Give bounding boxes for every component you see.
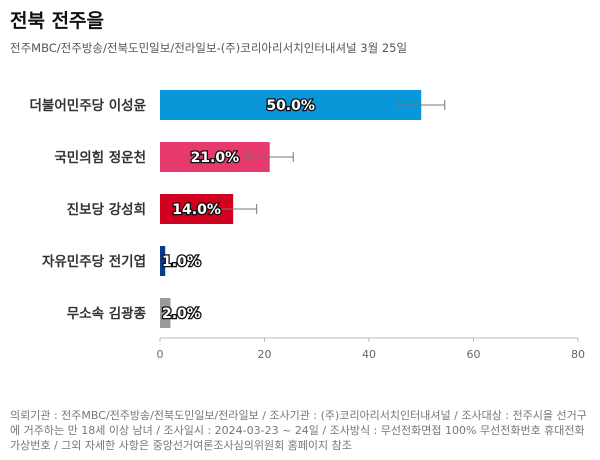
bar-0 — [160, 90, 422, 120]
bar-4 — [160, 298, 171, 328]
survey-footnote: 의뢰기관 : 전주MBC/전주방송/전북도민일보/전라일보 / 조사기관 : (… — [10, 409, 587, 452]
category-label-3: 자유민주당 전기엽 — [42, 253, 146, 270]
value-label-2: 14.0% — [172, 202, 221, 218]
category-label-1: 국민의힘 정운천 — [54, 149, 146, 166]
value-label-0: 50.0% — [266, 98, 315, 114]
chart-title: 전북 전주을 — [10, 10, 105, 32]
x-tick-label-1: 20 — [258, 348, 272, 361]
category-label-2: 진보당 강성희 — [67, 201, 146, 218]
value-label-1: 21.0% — [191, 150, 240, 166]
category-label-0: 더불어민주당 이성윤 — [30, 97, 146, 114]
value-label-3: 1.0% — [162, 254, 201, 270]
chart-subtitle: 전주MBC/전주방송/전북도민일보/전라일보-(주)코리아리서치인터내셔널 3월… — [10, 41, 408, 55]
x-tick-label-2: 40 — [362, 348, 376, 361]
value-label-4: 2.0% — [162, 306, 201, 322]
x-tick-label-3: 60 — [467, 348, 481, 361]
category-label-4: 무소속 김광종 — [67, 305, 146, 322]
bar-chart: 0 20 40 60 80 더불어민주당 이성윤 50.0% 국민의힘 정운천 21.0% 진보당… — [30, 90, 585, 361]
x-tick-label-4: 80 — [571, 348, 585, 361]
bar-3 — [160, 246, 166, 276]
x-tick-label-0: 0 — [157, 348, 164, 361]
